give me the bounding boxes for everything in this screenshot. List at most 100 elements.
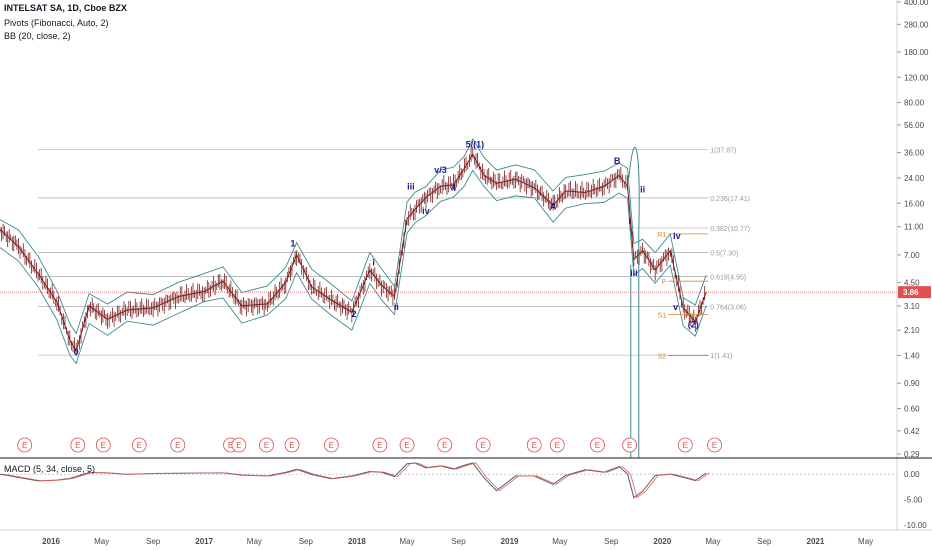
earnings-marker-label: E (683, 441, 688, 450)
time-tick-label: May (858, 537, 873, 546)
earnings-marker[interactable] (622, 437, 638, 453)
earnings-marker[interactable] (399, 437, 415, 453)
wave-label: (2) (688, 319, 699, 329)
time-tick-label: 2020 (653, 537, 671, 546)
macd-indicator-label[interactable]: MACD (5, 34, close, 5) (4, 464, 96, 474)
wave-label: 2 (351, 309, 356, 319)
fib-label: 1(37.87) (710, 147, 736, 154)
macd-signal-line (2, 462, 710, 499)
earnings-marker-label: E (627, 441, 632, 450)
earnings-marker[interactable] (549, 437, 565, 453)
time-tick-label: May (552, 537, 567, 546)
fib-label: 0.618(4.95) (710, 275, 746, 282)
price-axis-bg (897, 0, 932, 550)
earnings-marker-label: E (289, 441, 294, 450)
earnings-marker[interactable] (231, 437, 247, 453)
wave-label: 0 (74, 347, 79, 357)
earnings-marker-label: E (228, 441, 233, 450)
earnings-marker-label: E (532, 441, 537, 450)
wave-label: 1 (290, 239, 295, 249)
earnings-marker[interactable] (323, 437, 339, 453)
earnings-marker-label: E (264, 441, 269, 450)
time-tick-label: Sep (604, 537, 619, 546)
wave-label: i (372, 258, 375, 268)
pivots-indicator-label[interactable]: Pivots (Fibonacci, Auto, 2) (4, 18, 109, 28)
fib-levels: 1(37.87) 0.236(17.41) 0.382(10.77) 0.5(7.30… (38, 147, 750, 360)
macd-pane (0, 462, 897, 499)
price-tick-label: 0.60 (904, 405, 920, 414)
price-tick-label: 80.00 (904, 99, 925, 108)
price-series (0, 145, 897, 356)
wave-label: i (628, 216, 631, 226)
price-tick-label: 56.00 (904, 121, 925, 130)
price-tick-label: 280.00 (904, 20, 929, 29)
current-price-label: 3.86 (903, 288, 919, 297)
wave-label: ii (640, 185, 645, 195)
time-tick-label: 2019 (501, 537, 519, 546)
pivot-label: R1 (657, 232, 666, 239)
earnings-marker[interactable] (677, 437, 693, 453)
earnings-marker[interactable] (284, 437, 300, 453)
earnings-marker-label: E (175, 441, 180, 450)
earnings-marker[interactable] (707, 437, 722, 453)
earnings-marker[interactable] (372, 437, 388, 453)
earnings-marker-label: E (137, 441, 142, 450)
earnings-marker[interactable] (170, 437, 186, 453)
fib-label: 0.5(7.30) (710, 250, 738, 257)
wave-label: iii (407, 181, 415, 191)
earnings-marker-label: E (329, 441, 334, 450)
earnings-marker[interactable] (526, 437, 542, 453)
earnings-marker[interactable] (437, 437, 453, 453)
price-tick-label: 1.40 (904, 352, 920, 361)
time-tick-label: 2017 (195, 537, 213, 546)
time-tick-label: Sep (146, 537, 161, 546)
wave-label: iv (673, 231, 681, 241)
wave-label: B (614, 156, 621, 166)
earnings-marker[interactable] (475, 437, 491, 453)
fib-label: 1(1.41) (710, 353, 732, 360)
earnings-marker[interactable] (70, 437, 86, 453)
earnings-marker-label: E (22, 441, 27, 450)
price-tick-label: 120.00 (904, 73, 929, 82)
pivot-label: P (661, 279, 666, 286)
earnings-marker-label: E (555, 441, 560, 450)
price-tick-label: 11.00 (904, 223, 924, 232)
macd-line (0, 462, 707, 499)
bb-upper (0, 138, 707, 335)
earnings-marker-label: E (481, 441, 486, 450)
wave-label: iv (422, 206, 430, 216)
earnings-marker[interactable] (259, 437, 274, 453)
time-tick-label: Sep (451, 537, 466, 546)
price-line (0, 153, 707, 353)
price-tick-label: 16.00 (904, 199, 925, 208)
earnings-marker[interactable] (17, 437, 33, 453)
bollinger-bands (0, 138, 707, 458)
price-tick-label: 4.50 (904, 279, 920, 288)
earnings-marker[interactable] (95, 437, 111, 453)
earnings-marker[interactable] (131, 437, 147, 453)
wave-label: iii (630, 268, 638, 278)
earnings-marker-label: E (101, 441, 106, 450)
price-tick-label: 400.00 (904, 0, 929, 7)
bb-upper-spike (628, 146, 640, 458)
fib-label: 0.382(10.77) (710, 226, 750, 233)
macd-tick-label: -5.00 (904, 496, 923, 505)
price-tick-label: 7.00 (904, 251, 920, 260)
time-tick-label: 2018 (348, 537, 366, 546)
time-tick-label: May (247, 537, 262, 546)
pivot-label: S1 (658, 313, 667, 320)
price-tick-label: 0.42 (904, 427, 920, 436)
time-tick-label: May (705, 537, 720, 546)
wave-label: ii (394, 302, 399, 312)
price-tick-label: 3.10 (904, 302, 920, 311)
time-tick-label: Sep (299, 537, 314, 546)
price-tick-label: 2.10 (904, 326, 920, 335)
current-price-badge (898, 286, 931, 299)
earnings-marker[interactable] (590, 437, 605, 453)
bb-lower (0, 169, 707, 365)
wave-label: A (550, 201, 557, 211)
bb-indicator-label[interactable]: BB (20, close, 2) (4, 31, 71, 41)
